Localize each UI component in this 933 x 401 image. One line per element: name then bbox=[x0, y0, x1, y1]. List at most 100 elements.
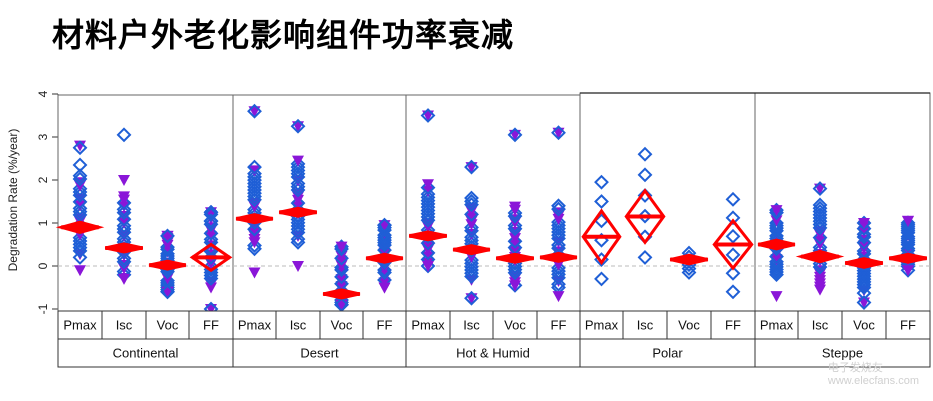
data-point-diamond bbox=[551, 198, 566, 214]
data-point-diamond bbox=[594, 194, 609, 209]
series-desert-voc bbox=[322, 239, 361, 313]
param-cell bbox=[754, 310, 799, 340]
param-cell bbox=[885, 310, 931, 340]
group-label: Desert bbox=[300, 345, 339, 360]
data-point-diamond bbox=[160, 239, 175, 255]
series-polar-pmax bbox=[581, 174, 622, 287]
data-point-diamond bbox=[420, 186, 436, 202]
series-continental-isc bbox=[104, 127, 144, 285]
series-continental-voc bbox=[148, 228, 187, 300]
group-cell bbox=[57, 338, 234, 368]
data-point-diamond bbox=[725, 191, 741, 207]
data-point-triangle bbox=[814, 235, 826, 247]
series-hot-humid-ff bbox=[539, 125, 578, 303]
data-point-diamond bbox=[507, 127, 523, 143]
data-point-diamond bbox=[420, 235, 436, 251]
data-point-diamond bbox=[160, 241, 175, 257]
data-point-diamond bbox=[203, 259, 219, 274]
data-point-diamond bbox=[725, 265, 741, 281]
data-point-diamond bbox=[377, 262, 392, 278]
data-point-diamond bbox=[247, 221, 262, 237]
data-point-diamond bbox=[507, 218, 523, 233]
data-point-triangle bbox=[118, 273, 130, 285]
param-cell bbox=[362, 310, 407, 340]
data-point-diamond bbox=[769, 256, 784, 272]
data-point-triangle bbox=[509, 201, 521, 213]
data-point-diamond bbox=[247, 238, 262, 253]
series-desert-isc bbox=[278, 118, 318, 272]
data-point-diamond bbox=[551, 260, 566, 276]
param-label: Voc bbox=[331, 317, 353, 332]
data-point-diamond bbox=[900, 231, 916, 247]
data-point-triangle bbox=[509, 245, 521, 257]
param-label: Voc bbox=[678, 317, 700, 332]
data-point-triangle bbox=[422, 185, 434, 197]
data-point-diamond bbox=[725, 284, 741, 300]
data-point-diamond bbox=[551, 276, 566, 292]
group-cell bbox=[405, 338, 581, 368]
data-point-diamond bbox=[637, 188, 653, 203]
data-point-diamond bbox=[637, 146, 653, 162]
data-point-diamond bbox=[203, 206, 219, 222]
data-point-diamond bbox=[290, 118, 306, 134]
y-tick-label: 2 bbox=[36, 176, 50, 183]
data-point-diamond bbox=[116, 211, 132, 227]
param-label: Voc bbox=[504, 317, 526, 332]
data-point-diamond bbox=[464, 220, 479, 235]
data-point-triangle bbox=[858, 226, 870, 238]
data-point-diamond bbox=[334, 260, 349, 275]
data-point-diamond bbox=[900, 215, 916, 231]
data-point-diamond bbox=[551, 125, 566, 141]
data-point-triangle bbox=[248, 227, 261, 239]
data-point-diamond bbox=[464, 252, 479, 268]
data-point-diamond bbox=[72, 249, 88, 265]
data-point-triangle bbox=[292, 261, 304, 272]
data-point-diamond bbox=[377, 230, 392, 246]
data-point-diamond bbox=[377, 220, 392, 236]
series-polar-voc bbox=[669, 245, 709, 280]
series-steppe-voc bbox=[844, 215, 884, 310]
y-tick-label: -1 bbox=[36, 303, 50, 314]
series-steppe-pmax bbox=[757, 202, 796, 303]
data-point-diamond bbox=[116, 218, 132, 234]
data-point-diamond bbox=[856, 295, 872, 310]
data-point-diamond bbox=[812, 230, 828, 246]
param-cell bbox=[841, 310, 887, 340]
data-point-triangle bbox=[422, 241, 434, 253]
data-point-triangle bbox=[858, 240, 870, 252]
param-cell bbox=[101, 310, 147, 340]
data-point-diamond bbox=[334, 250, 349, 266]
param-cell bbox=[579, 310, 624, 340]
data-point-triangle bbox=[552, 291, 565, 303]
group-cell bbox=[232, 338, 407, 368]
group-cell bbox=[579, 338, 756, 368]
data-point-diamond bbox=[856, 221, 872, 237]
data-point-diamond bbox=[420, 245, 436, 261]
data-point-diamond bbox=[334, 262, 349, 278]
data-point-diamond bbox=[72, 157, 88, 173]
data-point-diamond bbox=[203, 204, 219, 220]
data-point-diamond bbox=[290, 156, 306, 172]
data-point-diamond bbox=[812, 181, 828, 197]
data-point-diamond bbox=[290, 231, 306, 247]
param-cell bbox=[188, 310, 234, 340]
data-point-diamond bbox=[247, 103, 262, 119]
data-point-diamond bbox=[725, 210, 741, 226]
data-point-diamond bbox=[247, 166, 262, 182]
panel-polar bbox=[579, 92, 756, 312]
watermark-url: www.elecfans.com bbox=[827, 375, 919, 387]
data-point-diamond bbox=[72, 194, 88, 210]
data-point-diamond bbox=[116, 195, 132, 211]
series-steppe-ff bbox=[888, 215, 928, 278]
watermark-cn: 电子发烧友 bbox=[827, 362, 883, 374]
param-label: Isc bbox=[290, 317, 307, 332]
watermark: 电子发烧友 www.elecfans.com bbox=[828, 359, 919, 387]
y-axis-label: Degradation Rate (%/year) bbox=[6, 129, 20, 272]
data-point-diamond bbox=[116, 251, 132, 266]
data-point-diamond bbox=[203, 225, 219, 241]
data-point-diamond bbox=[594, 271, 609, 287]
data-point-triangle bbox=[74, 200, 86, 212]
data-point-triangle bbox=[335, 241, 348, 253]
data-point-diamond bbox=[116, 201, 132, 217]
